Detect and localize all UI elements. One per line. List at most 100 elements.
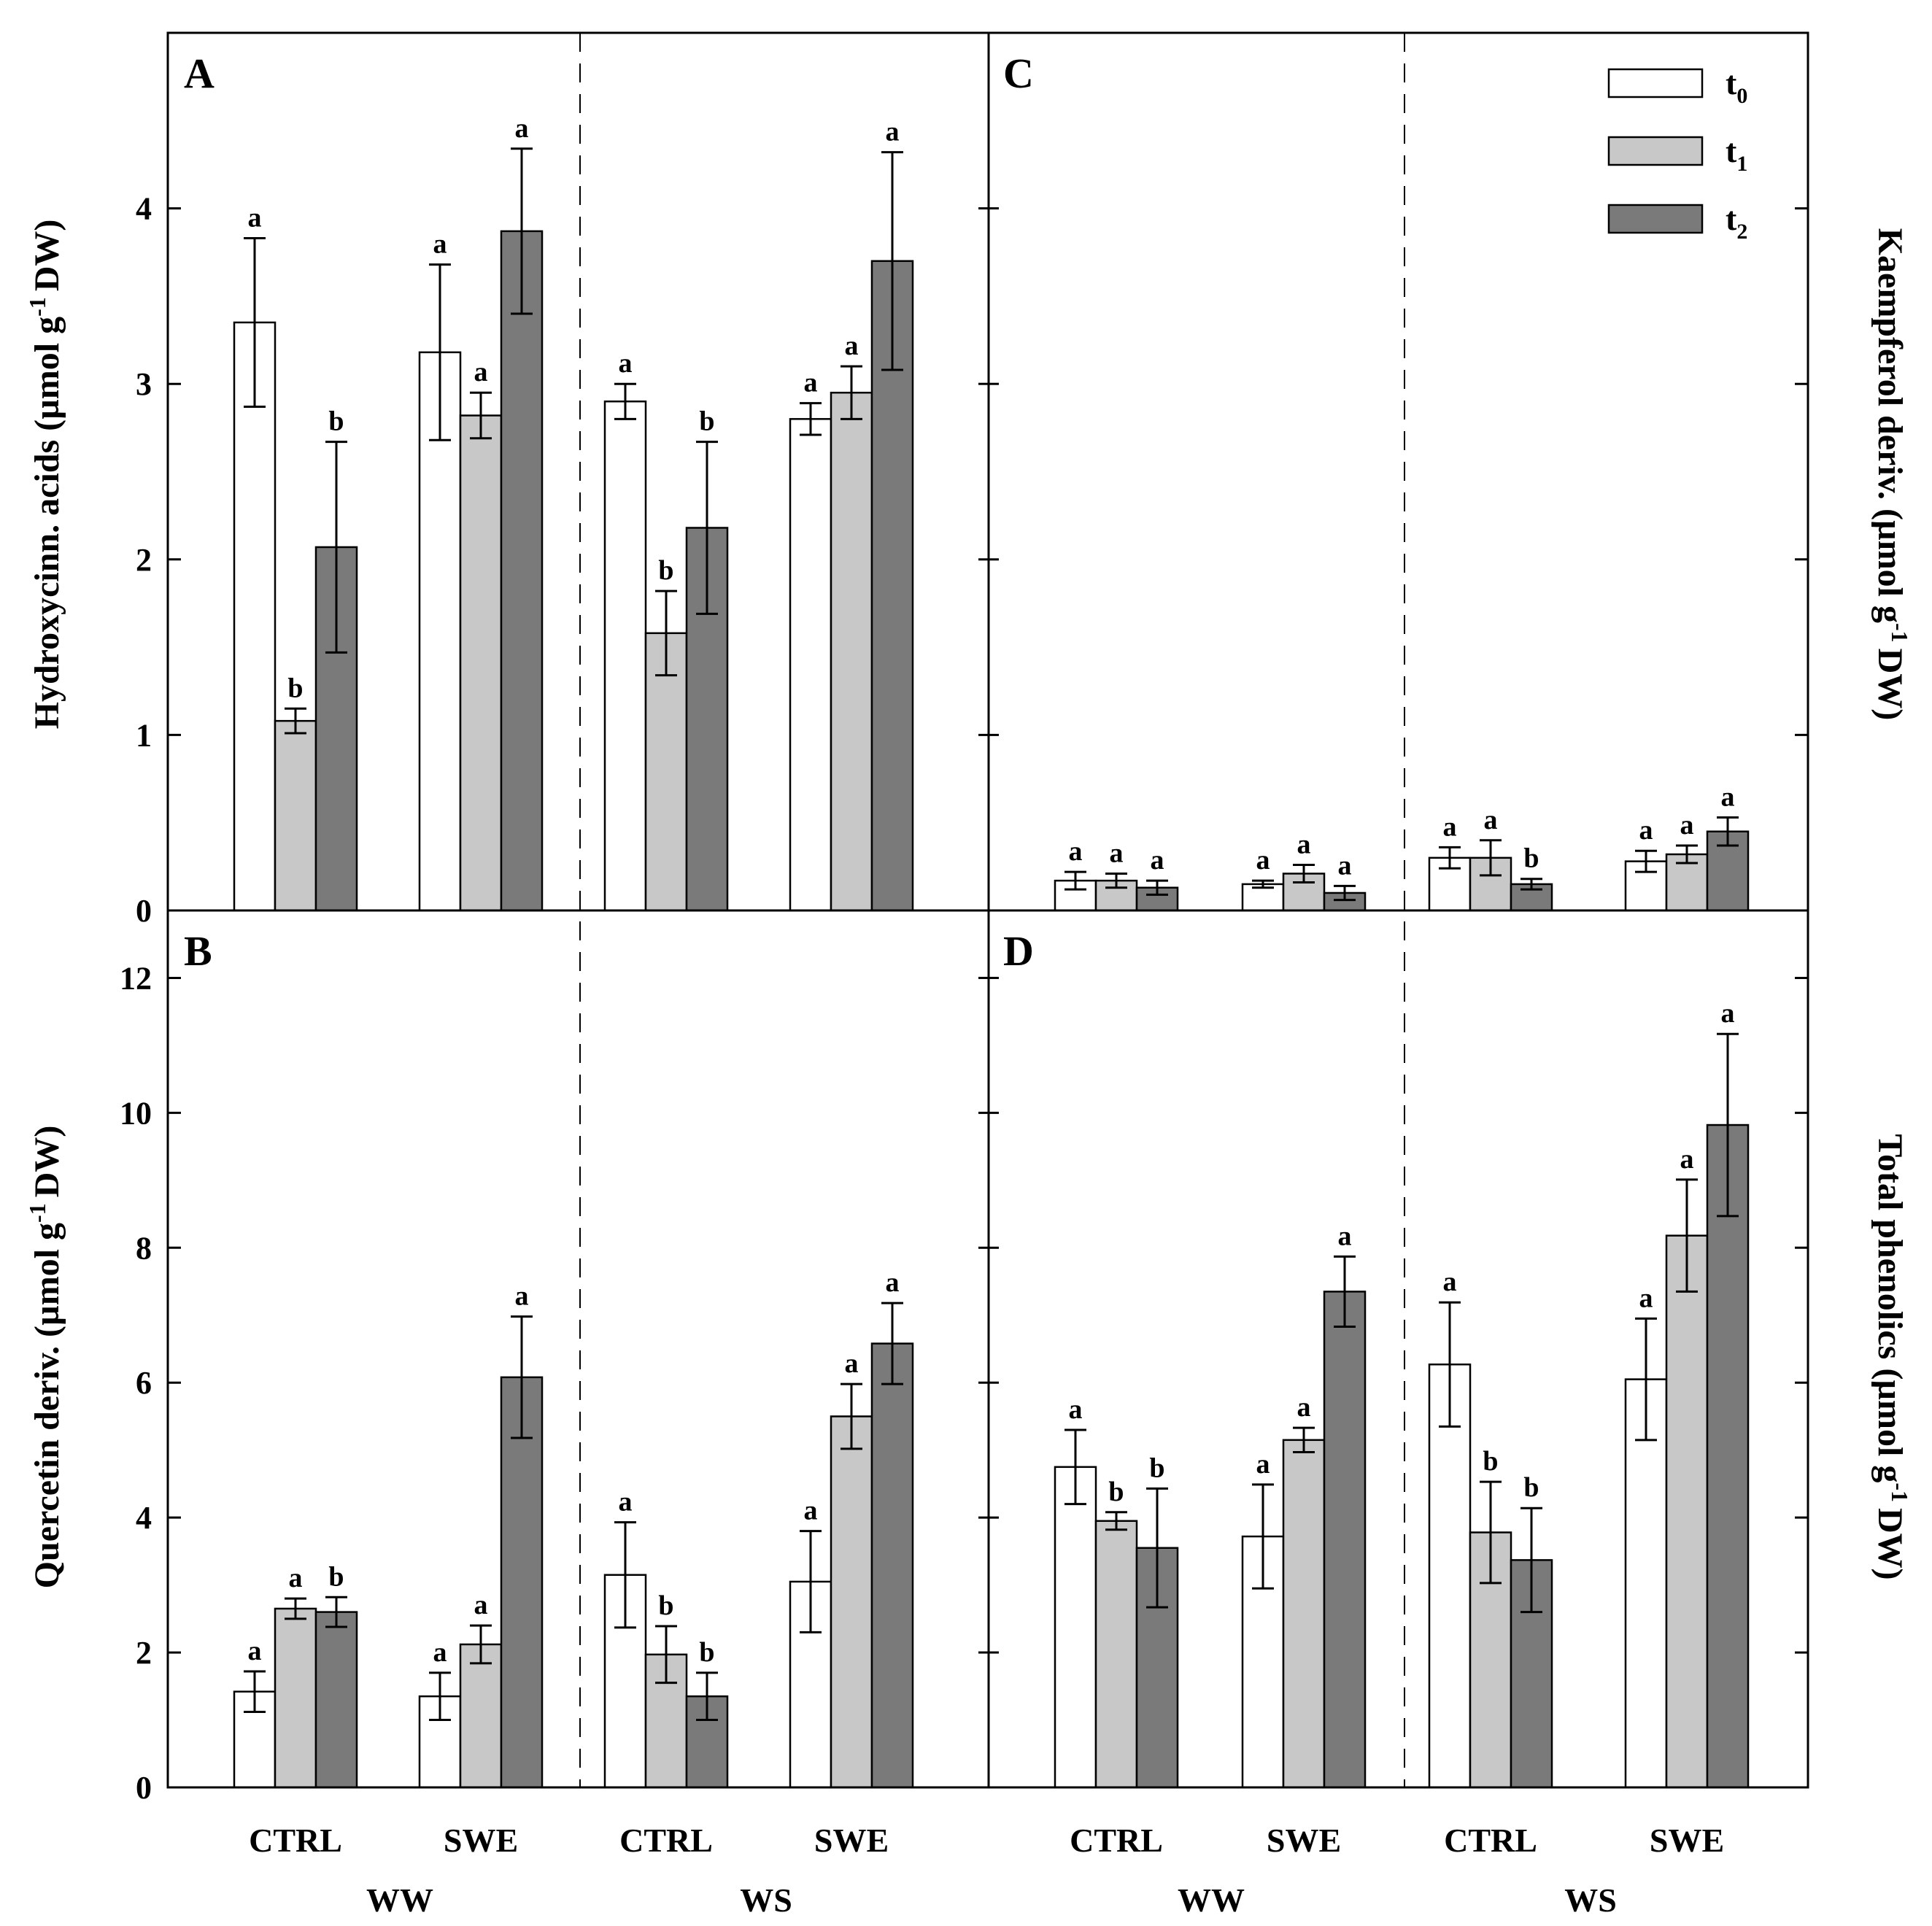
panel-label: C	[1003, 50, 1034, 97]
x-category-label: SWE	[444, 1822, 518, 1859]
significance-letter: a	[886, 117, 900, 147]
bar-t1	[459, 1643, 503, 1789]
significance-letter: b	[1523, 1472, 1539, 1503]
significance-letter: a	[433, 229, 447, 260]
legend-label-sub: 0	[1736, 84, 1747, 108]
legend-label-t0: t0	[1726, 64, 1747, 108]
y-axis-title-superscript: -1	[24, 297, 50, 317]
panel-label: B	[184, 927, 212, 975]
significance-letter: a	[1443, 1266, 1457, 1297]
y-tick-label: 0	[136, 1770, 152, 1806]
significance-letter: a	[515, 1281, 529, 1312]
panel-label: A	[184, 50, 215, 97]
bar-t1	[459, 414, 503, 912]
significance-letter: a	[1639, 1283, 1653, 1313]
y-axis-title: Quercetin deriv. (µmol g-1 DW)	[24, 1126, 66, 1589]
y-tick-label: 1	[136, 717, 152, 753]
x-group-label: WS	[740, 1881, 792, 1919]
legend-label-t1: t1	[1726, 132, 1747, 176]
x-category-label: SWE	[1267, 1822, 1341, 1859]
significance-letter: a	[1338, 850, 1352, 881]
bar-t1	[1282, 1439, 1326, 1789]
significance-letter: b	[658, 555, 673, 586]
significance-letter: a	[289, 1563, 303, 1593]
significance-letter: a	[619, 348, 633, 379]
significance-letter: a	[1443, 811, 1457, 842]
y-tick-label: 4	[136, 191, 152, 227]
bar-t1	[274, 1607, 317, 1789]
significance-letter: b	[1483, 1446, 1498, 1477]
bar-t1	[1665, 1234, 1709, 1789]
bar-t0	[789, 418, 832, 912]
significance-letter: a	[1297, 1392, 1311, 1423]
significance-letter: a	[1721, 998, 1735, 1029]
significance-letter: a	[619, 1487, 633, 1517]
legend-label-sub: 2	[1736, 220, 1747, 244]
y-axis-title-main: Kaempferol deriv. (µmol g	[1871, 228, 1909, 623]
panel-D	[989, 976, 1808, 1789]
y-axis-title: Kaempferol deriv. (µmol g-1 DW)	[1871, 228, 1913, 721]
significance-letter: a	[1151, 845, 1164, 875]
legend-swatch-t0	[1607, 68, 1704, 98]
significance-letter: a	[804, 1496, 818, 1526]
bar-t2	[870, 1342, 914, 1789]
y-axis-title-unit: DW)	[28, 1126, 66, 1198]
significance-letter: a	[474, 357, 488, 387]
legend-label-main: t	[1726, 132, 1737, 169]
x-group-label: WW	[1178, 1881, 1245, 1919]
significance-letter: a	[1721, 781, 1735, 812]
legend-swatch-t1	[1607, 136, 1704, 166]
y-tick-label: 12	[120, 960, 152, 996]
significance-letter: b	[699, 1637, 714, 1668]
x-group-label: WW	[366, 1881, 433, 1919]
significance-letter: a	[845, 1348, 859, 1379]
significance-letter: a	[515, 113, 529, 144]
significance-letter: b	[328, 406, 344, 437]
bar-t2	[500, 230, 544, 912]
significance-letter: a	[248, 1636, 262, 1666]
significance-letter: a	[1338, 1221, 1352, 1251]
y-axis-title-superscript: -1	[24, 1203, 50, 1223]
bar-t1	[644, 632, 688, 912]
panel-C	[989, 207, 1808, 912]
legend-label-main: t	[1726, 64, 1737, 101]
y-tick-label: 2	[136, 1635, 152, 1671]
x-category-label: SWE	[1650, 1822, 1724, 1859]
y-axis-title-unit: DW)	[1871, 649, 1909, 721]
significance-letter: a	[248, 203, 262, 233]
significance-letter: a	[804, 368, 818, 398]
bar-t0	[233, 321, 277, 912]
bar-t0	[1054, 1466, 1097, 1789]
significance-letter: a	[1484, 805, 1498, 835]
bar-t1	[1094, 1520, 1138, 1789]
significance-letter: a	[1256, 1449, 1270, 1480]
y-tick-label: 4	[136, 1500, 152, 1536]
y-axis-title-unit: DW)	[28, 220, 66, 292]
panel-label: D	[1003, 927, 1034, 975]
y-axis-title-main: Hydroxycinn. acids (µmol g	[28, 317, 66, 729]
significance-letter: a	[433, 1637, 447, 1668]
significance-letter: a	[845, 330, 859, 361]
bar-t2	[1706, 1124, 1750, 1789]
x-category-label: CTRL	[1444, 1822, 1537, 1859]
y-axis-title-superscript: -1	[1887, 623, 1913, 643]
significance-letter: b	[328, 1561, 344, 1592]
bar-t2	[1323, 1291, 1367, 1789]
legend-label-main: t	[1726, 200, 1737, 237]
significance-letter: a	[474, 1590, 488, 1620]
significance-letter: b	[1108, 1477, 1124, 1507]
x-category-label: SWE	[814, 1822, 889, 1859]
significance-letter: b	[658, 1590, 673, 1621]
significance-letter: a	[1680, 1144, 1694, 1175]
y-axis-title-superscript: -1	[1887, 1482, 1913, 1502]
y-tick-label: 8	[136, 1230, 152, 1266]
legend-label-sub: 1	[1736, 152, 1747, 176]
x-group-label: WS	[1564, 1881, 1617, 1919]
x-category-label: CTRL	[249, 1822, 342, 1859]
y-axis-title-main: Total phenolics (µmol g	[1871, 1134, 1909, 1482]
panel-A	[168, 147, 989, 912]
significance-letter: a	[1069, 1394, 1083, 1425]
y-axis-title-main: Quercetin deriv. (µmol g	[28, 1223, 66, 1588]
y-tick-label: 0	[136, 893, 152, 929]
